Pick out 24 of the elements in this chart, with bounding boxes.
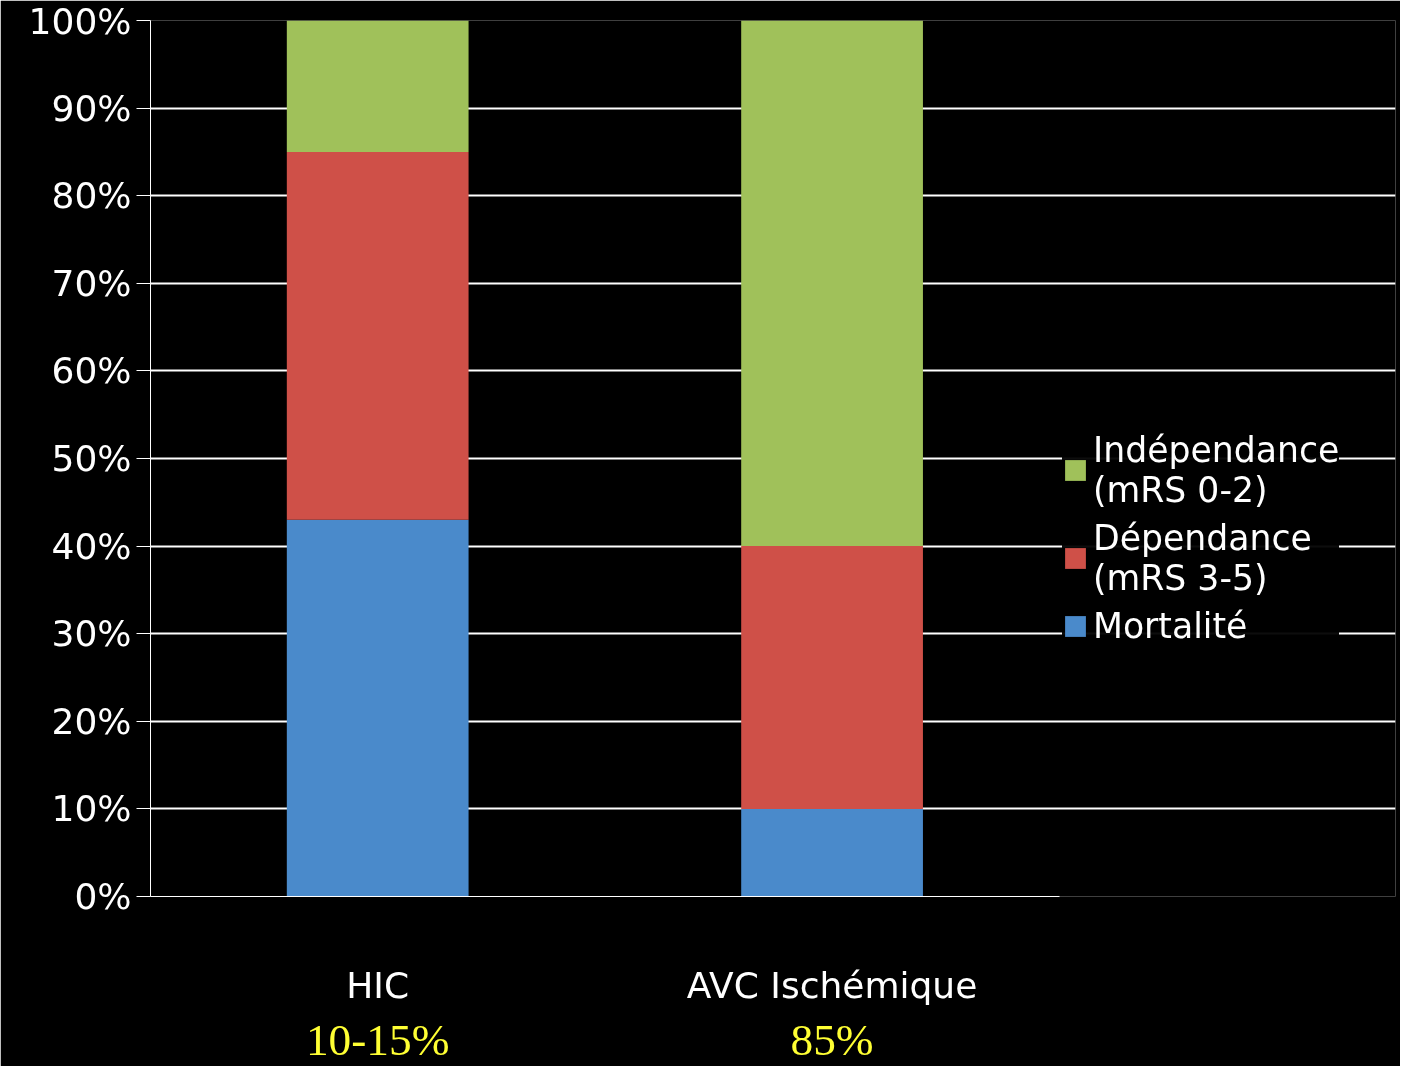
x-tick-label: HIC — [346, 964, 410, 1006]
bar — [286, 519, 469, 897]
y-tick-label: 10% — [51, 788, 132, 830]
y-tick-label: 90% — [51, 87, 132, 129]
x-tick-label: AVC Ischémique — [686, 964, 978, 1006]
legend-label: Mortalité — [1093, 606, 1248, 646]
y-tick-label: 0% — [74, 876, 132, 917]
y-tick-label: 30% — [51, 613, 132, 655]
y-tick-label: 50% — [51, 438, 132, 479]
text: 85% — [790, 1014, 874, 1065]
y-tick-label: 60% — [51, 350, 132, 392]
y-tick-label: 100% — [28, 0, 132, 42]
y-tick-label: 20% — [51, 700, 132, 742]
y-tick-label: 40% — [51, 525, 132, 567]
y-tick-label: 80% — [51, 175, 132, 217]
legend-label: Indépendance (mRS 0-2) — [1093, 430, 1340, 510]
bar — [286, 151, 469, 520]
bar — [286, 20, 469, 152]
text: 10-15% — [305, 1014, 450, 1065]
legend-label: Dépendance (mRS 3-5) — [1093, 518, 1312, 598]
y-tick-label: 70% — [51, 262, 132, 304]
bar — [741, 808, 923, 897]
bar — [741, 20, 923, 547]
bar — [741, 546, 923, 809]
